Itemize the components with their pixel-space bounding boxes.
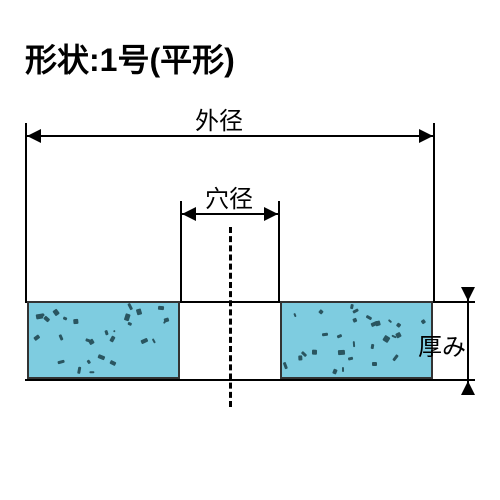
wheel-diagram: 外径 穴径 厚み bbox=[25, 95, 475, 415]
guide-bottom bbox=[25, 379, 475, 381]
outer-dim-line bbox=[25, 135, 435, 137]
hole-ext-right bbox=[278, 201, 280, 301]
diagram-title: 形状:1号(平形) bbox=[25, 35, 235, 81]
outer-ext-right bbox=[433, 123, 435, 303]
outer-ext-left bbox=[25, 123, 27, 303]
thick-ext-line bbox=[467, 295, 469, 387]
wheel-section-left bbox=[27, 301, 180, 379]
thick-arrow-top bbox=[461, 287, 475, 301]
thickness-label: 厚み bbox=[418, 327, 466, 362]
hole-ext-left bbox=[180, 201, 182, 301]
outer-arrow-right bbox=[419, 129, 433, 143]
hole-arrow-left bbox=[182, 207, 196, 221]
thick-arrow-bottom bbox=[461, 381, 475, 395]
hole-diameter-label: 穴径 bbox=[205, 179, 253, 214]
wheel-section-right bbox=[280, 301, 433, 379]
outer-arrow-left bbox=[27, 129, 41, 143]
hole-arrow-right bbox=[264, 207, 278, 221]
outer-diameter-label: 外径 bbox=[195, 101, 243, 136]
